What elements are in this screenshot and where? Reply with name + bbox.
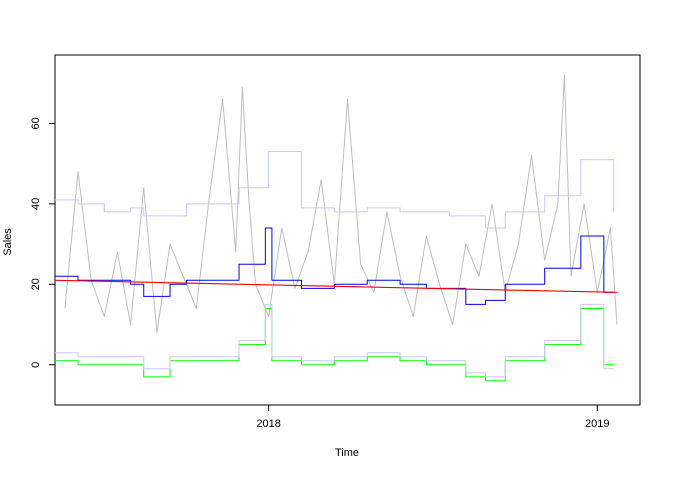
series-layer: [54, 74, 618, 382]
x-axis-label: Time: [335, 447, 359, 459]
axis-layer: 2018 2019 0 20 40 60: [30, 117, 610, 430]
forecast-line: [55, 227, 614, 305]
upper-bound-line: [55, 151, 615, 229]
plot-frame: [54, 54, 641, 406]
y-tick-label: 20: [30, 278, 42, 290]
trend-line: [54, 279, 618, 293]
lower-bound-line: [55, 303, 614, 378]
x-tick-label: 2019: [585, 418, 609, 430]
y-tick-label: 40: [30, 198, 42, 210]
y-axis-label: Sales: [2, 228, 14, 256]
y-tick-label: 60: [30, 117, 42, 129]
observed-sales-line: [64, 74, 618, 334]
lower-forecast-line: [55, 307, 614, 382]
y-tick-label: 0: [30, 362, 42, 368]
x-tick-label: 2018: [256, 418, 280, 430]
